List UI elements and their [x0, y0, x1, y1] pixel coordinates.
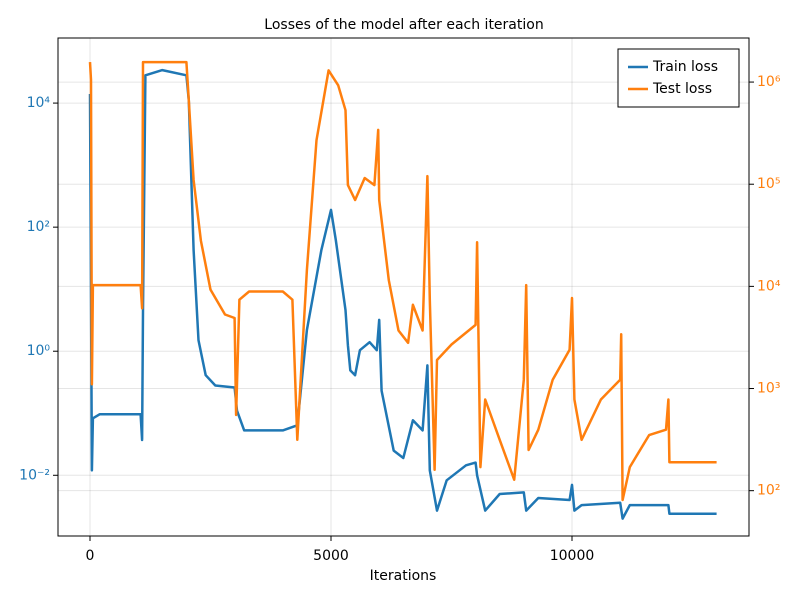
legend-label: Train loss [652, 59, 718, 75]
legend-box [617, 48, 740, 108]
y2-tick-label: 10² [757, 483, 780, 499]
legend-label: Test loss [652, 81, 712, 97]
y2-tick-label: 10⁵ [757, 176, 780, 192]
plot-frame [57, 37, 750, 537]
x-tick-label: 5000 [313, 548, 349, 564]
y2-tick-label: 10⁴ [757, 278, 781, 294]
y2-tick-label: 10⁶ [757, 74, 781, 90]
x-axis-label: Iterations [370, 568, 437, 584]
y-tick-label: 10⁴ [27, 95, 51, 111]
y-tick-label: 10⁰ [27, 343, 51, 359]
x-tick-label: 0 [86, 548, 95, 564]
y2-tick-label: 10³ [757, 381, 780, 397]
y-tick-label: 10² [27, 219, 50, 235]
x-tick-label: 10000 [550, 548, 595, 564]
y-tick-label: 10⁻² [19, 467, 50, 483]
chart-title: Losses of the model after each iteration [264, 17, 543, 33]
series-line [88, 60, 717, 502]
